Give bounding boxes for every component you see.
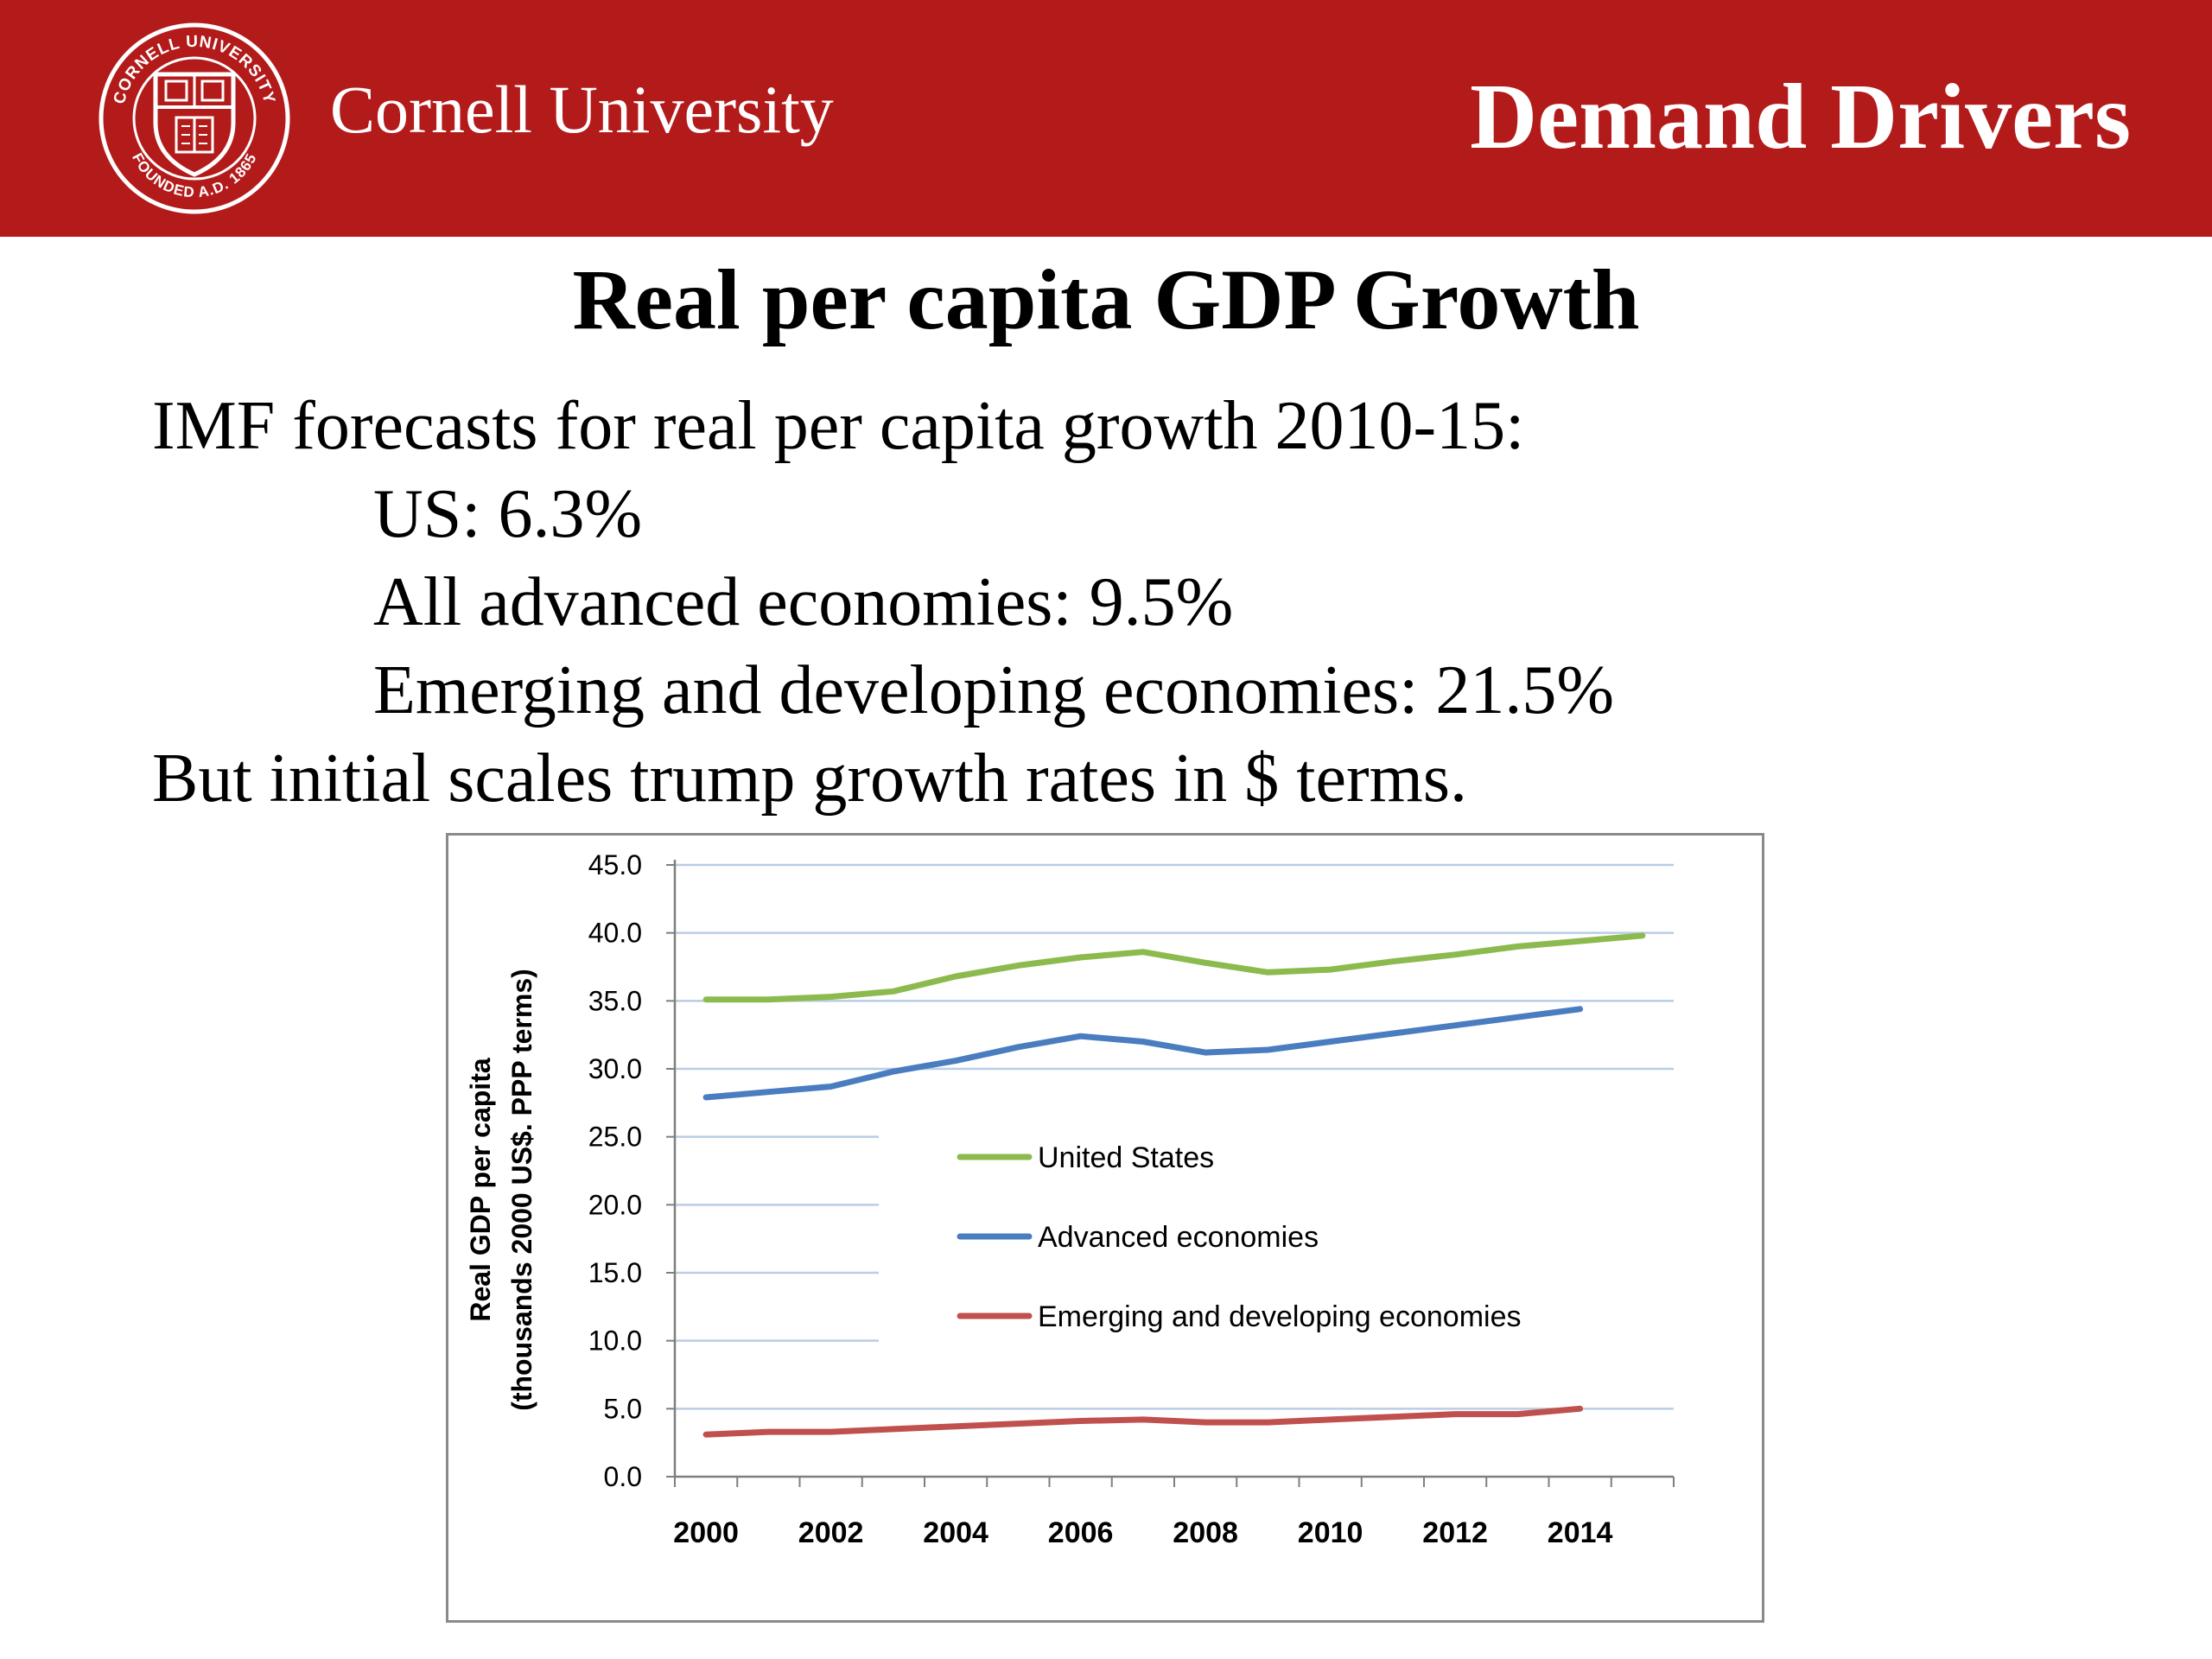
university-name: Cornell University xyxy=(330,72,834,147)
x-tick-label: 2004 xyxy=(923,1516,988,1549)
body-line-imf-forecasts: IMF forecasts for real per capita growth… xyxy=(152,388,1525,464)
x-tick-label: 2008 xyxy=(1173,1516,1238,1549)
y-tick-label: 25.0 xyxy=(588,1122,642,1153)
x-tick-label: 2014 xyxy=(1548,1516,1613,1549)
body-line-initial-scales: But initial scales trump growth rates in… xyxy=(152,741,1467,817)
legend-label: Emerging and developing economies xyxy=(1038,1300,1521,1333)
chart-frame: 0.0 5.0 10.0 15.0 20.0 25.0 30.0 35.0 40.0 45.0 20… xyxy=(446,833,1764,1623)
body-line-emerging: Emerging and developing economies: 21.5% xyxy=(373,652,1614,728)
x-tick-label: 2006 xyxy=(1048,1516,1114,1549)
series-line-advanced-economies xyxy=(702,1006,1584,1101)
slide-title: Real per capita GDP Growth xyxy=(572,251,1640,347)
header-title: Demand Drivers xyxy=(1470,66,2131,168)
legend-label: Advanced economies xyxy=(1038,1221,1319,1254)
y-tick-label: 30.0 xyxy=(588,1053,642,1084)
y-tick-label: 35.0 xyxy=(588,985,642,1016)
x-tick-label: 2012 xyxy=(1422,1516,1488,1549)
y-axis-label-units: (thousands 2000 US$. PPP terms) xyxy=(506,969,537,1411)
y-tick-label: 0.0 xyxy=(604,1461,642,1492)
gdp-line-chart: 0.0 5.0 10.0 15.0 20.0 25.0 30.0 35.0 40.0 45.0 20… xyxy=(465,849,1675,1549)
y-tick-label: 45.0 xyxy=(588,849,642,880)
y-tick-label: 10.0 xyxy=(588,1325,642,1357)
body-line-us: US: 6.3% xyxy=(373,476,643,552)
x-tick-label: 2010 xyxy=(1298,1516,1363,1549)
legend-label: United States xyxy=(1038,1141,1214,1174)
cornell-seal-logo: CORNELL UNIVERSITY FOUNDED A.D. 1865 xyxy=(99,22,290,214)
y-tick-label: 20.0 xyxy=(588,1189,642,1220)
x-tick-label: 2002 xyxy=(798,1516,864,1549)
body-line-advanced: All advanced economies: 9.5% xyxy=(373,564,1234,640)
y-tick-label: 40.0 xyxy=(588,918,642,949)
y-tick-label: 15.0 xyxy=(588,1257,642,1288)
series-line-united-states xyxy=(702,932,1646,1003)
y-tick-label: 5.0 xyxy=(604,1393,642,1424)
series-line-emerging-and-developing-economies xyxy=(702,1405,1584,1438)
y-axis-label: Real GDP per capita xyxy=(465,1058,496,1322)
x-tick-label: 2000 xyxy=(673,1516,739,1549)
header-bar: CORNELL UNIVERSITY FOUNDED A.D. 1865 Cor… xyxy=(0,0,2212,237)
